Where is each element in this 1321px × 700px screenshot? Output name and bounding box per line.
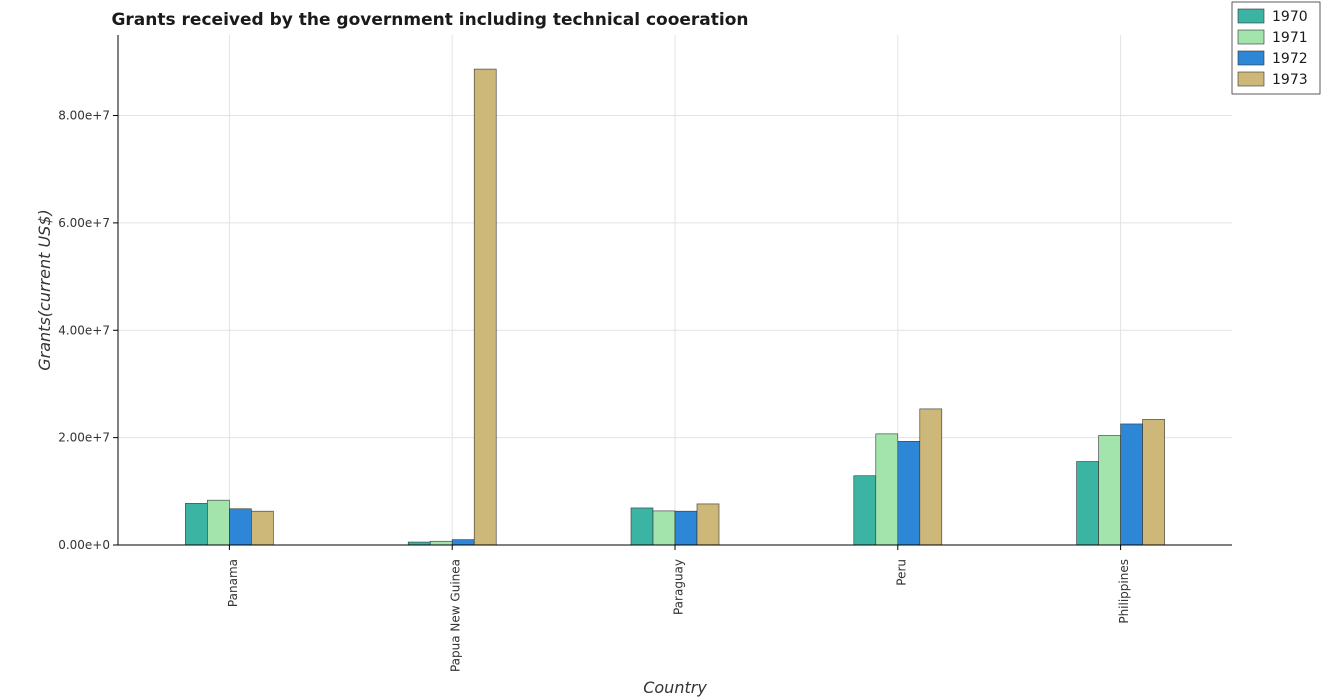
bar: [185, 503, 208, 546]
bar: [473, 68, 497, 546]
bar: [652, 510, 676, 546]
y-tick-label: 0.00e+0: [58, 538, 110, 552]
bar: [674, 510, 698, 546]
bar: [429, 540, 453, 546]
y-tick-label: 8.00e+7: [58, 109, 110, 123]
legend-label: 1973: [1272, 72, 1308, 88]
bar: [251, 510, 274, 546]
chart-title: Grants received by the government includ…: [111, 10, 748, 30]
x-axis-label: Country: [643, 678, 707, 697]
y-tick-label: 2.00e+7: [58, 431, 110, 445]
y-tick-label: 6.00e+7: [58, 216, 110, 230]
legend-swatch: [1237, 29, 1265, 45]
bars: [185, 68, 1165, 546]
legend-label: 1971: [1272, 30, 1308, 46]
bar: [897, 441, 921, 546]
legend-swatch: [1237, 8, 1265, 24]
axes: 0.00e+0 2.00e+7 4.00e+7 6.00e+7 8.00e+7 Panam…: [58, 35, 1232, 672]
x-tick-label: Peru: [894, 559, 908, 586]
legend: 1970 1971 1972 1973: [1231, 1, 1321, 95]
grid-lines: [118, 35, 1232, 546]
y-tick-label: 4.00e+7: [58, 323, 110, 337]
x-tick-label: Philippines: [1117, 559, 1131, 624]
bar: [1098, 435, 1121, 546]
y-axis-label: Grants(current US$): [35, 209, 54, 371]
x-tick-label: Panama: [226, 559, 240, 607]
bar: [875, 433, 899, 546]
bar: [1142, 419, 1165, 546]
bar: [451, 539, 475, 546]
bar: [853, 475, 877, 546]
legend-swatch: [1237, 50, 1265, 66]
x-tick-label: Paraguay: [672, 559, 686, 615]
bar: [1076, 461, 1099, 546]
bar: [919, 408, 943, 546]
bar: [630, 507, 654, 546]
x-tick-label: Papua New Guinea: [449, 559, 463, 672]
bar: [1120, 423, 1143, 546]
legend-label: 1970: [1272, 9, 1308, 25]
bar: [696, 503, 720, 546]
bar: [229, 508, 252, 546]
legend-label: 1972: [1272, 51, 1308, 67]
legend-swatch: [1237, 71, 1265, 87]
bar: [207, 499, 230, 546]
